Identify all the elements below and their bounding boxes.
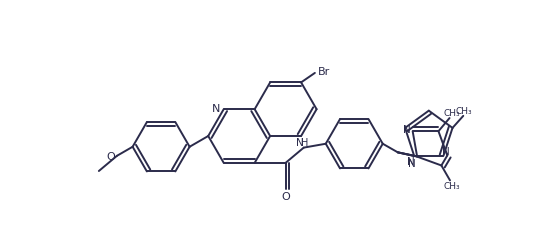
Text: N: N [212, 104, 220, 114]
Text: H: H [301, 138, 309, 147]
Text: N: N [296, 138, 304, 147]
Text: O: O [281, 191, 290, 201]
Text: Br: Br [318, 67, 330, 77]
Text: N: N [403, 124, 410, 135]
Text: N: N [408, 156, 415, 166]
Text: CH₃: CH₃ [456, 106, 472, 115]
Text: O: O [107, 151, 115, 161]
Text: N: N [408, 159, 416, 168]
Text: N: N [442, 146, 449, 156]
Text: CH₃: CH₃ [443, 109, 460, 117]
Text: CH₃: CH₃ [444, 181, 461, 190]
